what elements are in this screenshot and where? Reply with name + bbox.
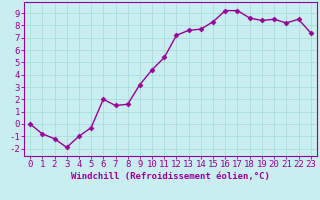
X-axis label: Windchill (Refroidissement éolien,°C): Windchill (Refroidissement éolien,°C) (71, 172, 270, 181)
